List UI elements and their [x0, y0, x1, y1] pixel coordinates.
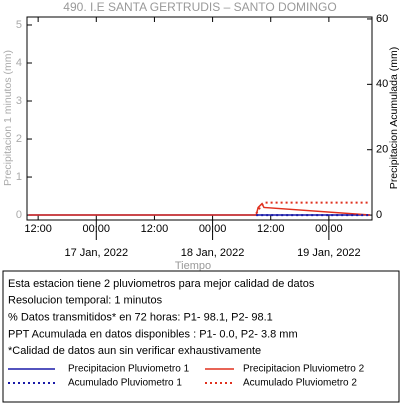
y-tick-label: 3 [16, 95, 22, 107]
chart-title: 490. I.E SANTA GERTRUDIS – SANTO DOMINGO [63, 0, 336, 14]
y-tick-label: 5 [16, 19, 22, 31]
x-tick-label: 12:00 [24, 223, 52, 235]
legend-label: Acumulado Pluviometro 1 [68, 378, 182, 389]
x-tick-label: 12:00 [257, 223, 285, 235]
x-date-label: 18 Jan, 2022 [181, 247, 245, 259]
y2-tick-label: 0 [376, 209, 382, 221]
note-text: PPT Acumulada en datos disponibles : P1-… [8, 328, 298, 340]
x-tick-label: 12:00 [141, 223, 169, 235]
note-text: Esta estacion tiene 2 pluviometros para … [8, 278, 315, 290]
y-tick-label: 2 [16, 133, 22, 145]
note-text: % Datos transmitidos* en 72 horas: P1- 9… [8, 312, 273, 324]
x-date-label: 17 Jan, 2022 [64, 247, 128, 259]
y2-tick-label: 40 [376, 78, 388, 90]
plot-frame [26, 16, 373, 221]
y-tick-label: 4 [16, 57, 22, 69]
note-text: Resolucion temporal: 1 minutos [8, 295, 163, 307]
legend-box [2, 270, 400, 403]
y-tick-label: 0 [16, 209, 22, 221]
legend-label: Acumulado Pluviometro 2 [243, 378, 357, 389]
y-tick-label: 1 [16, 171, 22, 183]
y2-axis-label: Precipitacion Acumulada (mm) [388, 47, 400, 189]
y-axis-label: Precipitacion 1 minutos (mm) [2, 50, 14, 186]
x-axis-label: Tiempo [175, 260, 211, 272]
legend-label: Precipitacion Pluviometro 2 [243, 364, 365, 375]
y2-tick-label: 60 [376, 13, 388, 25]
legend-label: Precipitacion Pluviometro 1 [68, 364, 190, 375]
series-line [28, 202, 371, 216]
y2-tick-label: 20 [376, 144, 388, 156]
x-date-label: 19 Jan, 2022 [297, 247, 361, 259]
note-text: *Calidad de datos aun sin verificar exha… [8, 345, 261, 357]
series-line [255, 201, 371, 215]
